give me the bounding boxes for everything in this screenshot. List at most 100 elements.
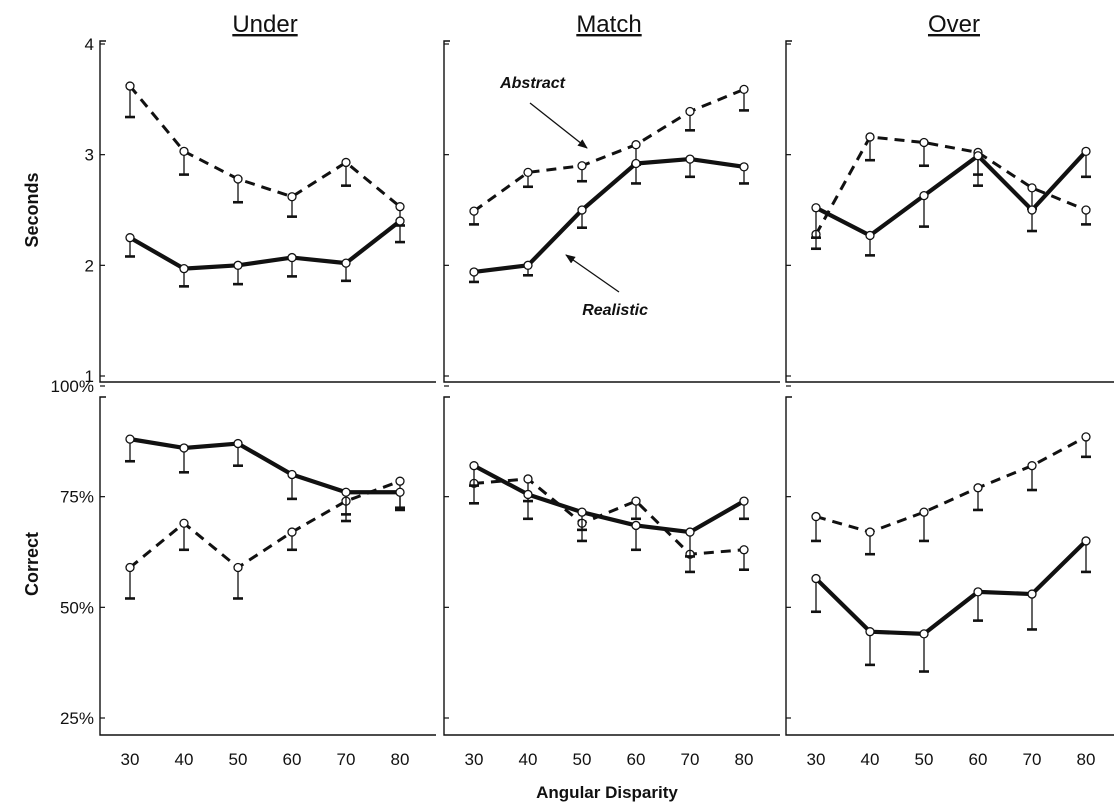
data-point-abstract-1-2-0 [811, 511, 821, 522]
data-point-realistic-0-1-1 [523, 260, 533, 270]
data-point-realistic-1-0-0 [125, 434, 135, 444]
xtick-label-1-0: 30 [465, 750, 484, 769]
series-line-abstract-1-2 [815, 435, 1087, 534]
data-point-abstract-1-2-5 [1081, 432, 1091, 442]
panel-frame-0-0 [99, 40, 436, 383]
data-point-abstract-1-0-1 [179, 518, 189, 528]
data-point-abstract-0-2-2 [919, 137, 929, 148]
data-point-abstract-0-0-4 [341, 157, 351, 168]
data-point-abstract-1-2-2 [919, 507, 929, 517]
panel-frame-0-1 [443, 40, 780, 383]
data-point-realistic-1-1-4 [685, 527, 695, 537]
data-point-abstract-0-0-3 [287, 192, 297, 202]
xtick-label-1-5: 80 [735, 750, 754, 769]
panel-frame-1-1 [443, 396, 780, 736]
data-point-realistic-1-2-1 [865, 627, 875, 637]
ytick-label-0-0: 1 [85, 367, 94, 386]
data-point-abstract-1-0-3 [287, 527, 297, 537]
data-point-abstract-0-1-3 [631, 140, 641, 150]
data-point-abstract-0-1-1 [523, 167, 533, 178]
xtick-label-2-0: 30 [807, 750, 826, 769]
ytick-label-1-1: 50% [60, 598, 94, 617]
xtick-label-2-3: 60 [969, 750, 988, 769]
ytick-label-0-2: 3 [85, 146, 94, 165]
ytick-label-1-2: 75% [60, 488, 94, 507]
series-line-abstract-1-1 [473, 477, 745, 556]
data-point-abstract-1-2-3 [973, 483, 983, 493]
xtick-label-0-0: 30 [121, 750, 140, 769]
data-point-realistic-0-0-1 [179, 264, 189, 274]
data-point-realistic-0-2-4 [1027, 205, 1037, 215]
annotation-realistic: Realistic [582, 302, 648, 319]
data-point-abstract-0-1-5 [739, 84, 749, 95]
column-title-over: Over [928, 11, 980, 38]
xtick-label-1-1: 40 [519, 750, 538, 769]
xtick-label-2-2: 50 [915, 750, 934, 769]
data-point-abstract-0-1-2 [577, 161, 587, 171]
data-point-realistic-1-0-5 [395, 487, 405, 497]
column-title-match: Match [576, 11, 641, 38]
data-point-abstract-1-1-3 [631, 496, 641, 506]
row-label-correct: Correct [22, 532, 42, 596]
panel-frame-1-2 [785, 396, 1114, 736]
data-point-abstract-1-1-5 [739, 545, 749, 555]
data-point-realistic-0-1-2 [577, 205, 587, 215]
data-point-realistic-0-0-3 [287, 252, 297, 263]
data-point-abstract-1-2-1 [865, 527, 875, 537]
data-point-realistic-0-2-2 [919, 190, 929, 201]
data-point-abstract-0-0-5 [395, 202, 405, 212]
data-point-realistic-0-1-0 [469, 267, 479, 277]
data-point-realistic-0-2-3 [973, 151, 983, 161]
data-point-realistic-1-2-2 [919, 629, 929, 639]
data-point-abstract-1-0-2 [233, 562, 243, 573]
data-point-realistic-0-2-1 [865, 230, 875, 241]
ytick-label-0-3: 4 [85, 35, 94, 54]
data-point-abstract-1-0-0 [125, 562, 135, 573]
data-point-abstract-0-0-2 [233, 174, 243, 184]
data-point-realistic-1-0-4 [341, 487, 351, 497]
data-point-abstract-0-0-0 [125, 81, 135, 91]
x-axis-label: Angular Disparity [536, 783, 678, 802]
panel-frame-1-0 [99, 396, 436, 736]
xtick-label-1-3: 60 [627, 750, 646, 769]
xtick-label-0-5: 80 [391, 750, 410, 769]
xtick-label-0-3: 60 [283, 750, 302, 769]
series-line-realistic-0-0 [128, 219, 402, 271]
series-line-realistic-0-2 [815, 149, 1088, 238]
data-point-abstract-1-1-1 [523, 474, 533, 484]
data-point-realistic-1-2-5 [1081, 536, 1091, 546]
data-point-realistic-1-1-2 [577, 507, 587, 517]
series-line-realistic-0-1 [473, 156, 745, 275]
data-point-realistic-0-1-5 [739, 162, 749, 172]
annotation-arrow-abstract [529, 102, 588, 149]
data-point-abstract-1-2-4 [1027, 461, 1037, 471]
data-point-abstract-0-2-1 [865, 132, 875, 142]
data-point-realistic-1-1-3 [631, 520, 641, 531]
data-point-abstract-1-0-5 [395, 476, 405, 486]
xtick-label-0-4: 70 [337, 750, 356, 769]
xtick-label-0-2: 50 [229, 750, 248, 769]
data-point-realistic-0-0-5 [395, 216, 405, 226]
data-point-abstract-0-2-4 [1027, 183, 1037, 193]
ytick-label-1-3: 100% [51, 377, 94, 396]
data-point-realistic-0-2-0 [811, 203, 821, 213]
column-title-under: Under [232, 11, 297, 38]
series-line-realistic-1-2 [814, 539, 1088, 636]
data-point-realistic-1-1-5 [739, 496, 749, 506]
data-point-realistic-1-0-2 [233, 438, 243, 449]
xtick-label-1-4: 70 [681, 750, 700, 769]
data-point-realistic-0-2-5 [1081, 146, 1091, 156]
xtick-label-1-2: 50 [573, 750, 592, 769]
series-line-abstract-0-2 [814, 135, 1087, 236]
annotation-abstract: Abstract [499, 75, 566, 92]
xtick-label-2-5: 80 [1077, 750, 1096, 769]
data-point-realistic-1-2-4 [1027, 589, 1037, 599]
data-point-realistic-0-0-0 [125, 233, 135, 243]
data-point-realistic-0-1-4 [685, 154, 695, 164]
data-point-realistic-0-0-2 [233, 260, 243, 270]
series-line-realistic-1-1 [473, 463, 746, 535]
data-point-realistic-1-2-0 [811, 573, 821, 584]
data-point-realistic-1-1-0 [469, 461, 479, 471]
data-point-abstract-0-2-5 [1081, 205, 1091, 215]
